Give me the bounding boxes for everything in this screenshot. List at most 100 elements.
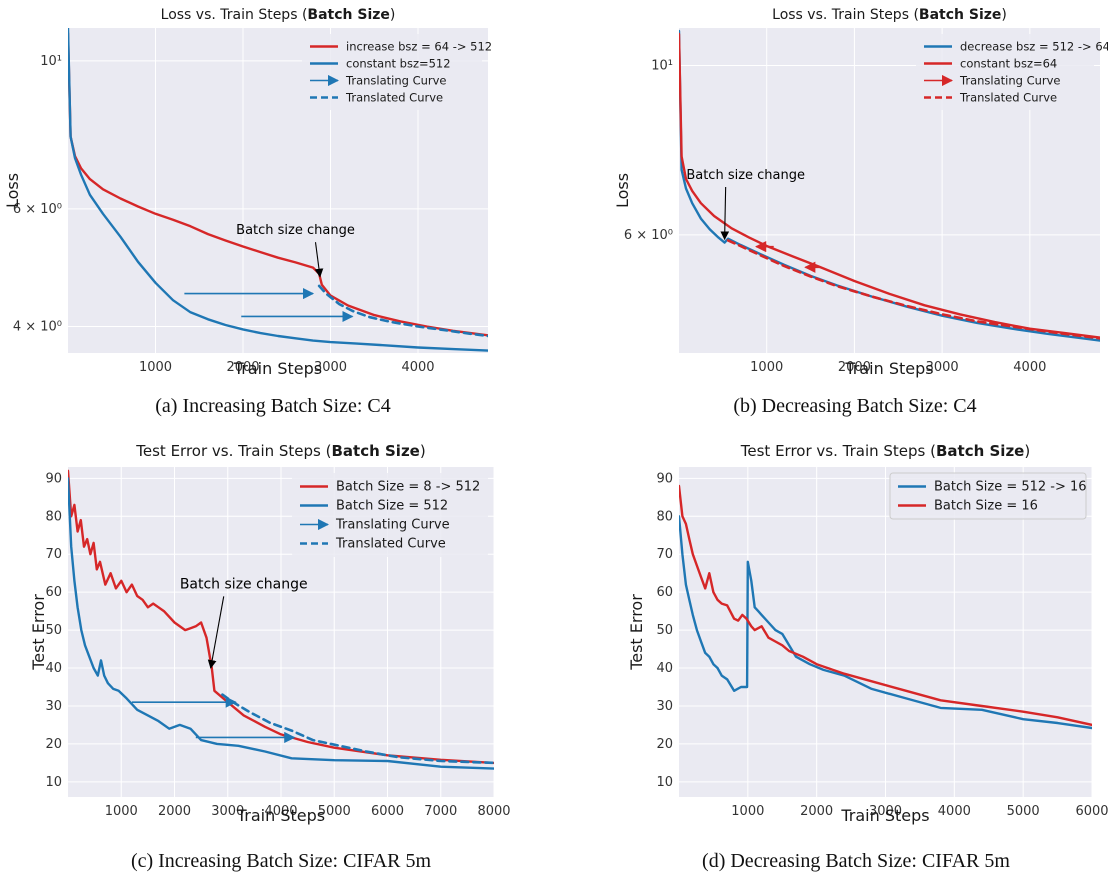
annotation-text: Batch size change: [686, 168, 805, 183]
x-tick-label: 7000: [424, 804, 457, 819]
y-tick-label: 80: [656, 509, 673, 524]
x-tick-label: 1000: [105, 804, 138, 819]
y-tick-label: 70: [45, 547, 62, 562]
series-line-solid: [68, 477, 494, 770]
caption-b: (b) Decreasing Batch Size: C4: [733, 395, 976, 417]
y-tick-label: 30: [45, 699, 62, 714]
caption-d: (d) Decreasing Batch Size: CIFAR 5m: [702, 850, 1010, 872]
x-tick-label: 4000: [264, 804, 297, 819]
y-tick-label: 6 × 10⁰: [624, 228, 673, 243]
legend: decrease bsz = 512 -> 64 constant bsz=64 T…: [916, 34, 1108, 110]
chart-title-suffix: ): [420, 442, 426, 460]
y-axis-label: Loss: [3, 173, 22, 208]
legend-label: constant bsz=64: [960, 57, 1057, 71]
series-line-solid: [679, 32, 1100, 339]
legend-label: Translated Curve: [335, 537, 446, 552]
legend-label: Translating Curve: [345, 74, 447, 88]
y-tick-label: 70: [656, 547, 673, 562]
x-tick-label: 2000: [838, 360, 871, 375]
chart-title: Test Error vs. Train Steps (Batch Size): [135, 442, 425, 460]
legend-label: Translating Curve: [335, 518, 450, 533]
legend-label: Batch Size = 8 -> 512: [336, 480, 480, 495]
legend: Batch Size = 8 -> 512 Batch Size = 512 Tra…: [292, 473, 488, 557]
y-axis-label: Test Error: [627, 594, 646, 671]
y-tick-label: 50: [656, 623, 673, 638]
x-tick-label: 6000: [371, 804, 404, 819]
chart-title-bold: Batch Size: [307, 7, 389, 23]
y-tick-label: 4 × 10⁰: [13, 319, 62, 334]
annotation-arrow: [314, 242, 324, 278]
x-tick-label: 5000: [1007, 804, 1040, 819]
chart-title-bold: Batch Size: [331, 442, 419, 460]
series-line-solid: [679, 515, 1092, 730]
y-axis-label: Loss: [613, 173, 632, 208]
y-tick-label: 10¹: [651, 59, 673, 74]
y-tick-label: 6 × 10⁰: [13, 202, 62, 217]
x-axis-label: Train Steps: [236, 806, 325, 825]
x-tick-label: 3000: [869, 804, 902, 819]
annotation-text: Batch size change: [180, 576, 308, 592]
x-tick-label: 1000: [139, 360, 172, 375]
legend-label: increase bsz = 64 -> 512: [346, 40, 492, 54]
panel-a: 1000 2000 3000 4000 4 × 10⁰ 6 × 10⁰ 10¹ Loss vs…: [3, 7, 492, 378]
y-tick-label: 20: [45, 737, 62, 752]
y-tick-label: 60: [656, 585, 673, 600]
legend-label: Batch Size = 16: [934, 499, 1038, 514]
legend-label: Batch Size = 512 -> 16: [934, 480, 1087, 495]
caption-a: (a) Increasing Batch Size: C4: [155, 395, 390, 417]
y-tick-label: 40: [45, 661, 62, 676]
series-group: [679, 484, 1092, 730]
chart-title-prefix: Test Error vs. Train Steps (: [135, 442, 331, 460]
y-tick-label: 90: [656, 471, 673, 486]
annotation-arrow: [720, 187, 730, 241]
x-tick-label: 2000: [226, 360, 259, 375]
annotation-arrow: [207, 596, 225, 669]
legend-box: [292, 473, 488, 557]
x-tick-label: 4000: [938, 804, 971, 819]
legend-box: [302, 34, 482, 110]
chart-title-bold: Batch Size: [919, 7, 1001, 23]
legend-box: [889, 472, 1087, 520]
legend: Batch Size = 512 -> 16 Batch Size = 16: [889, 472, 1087, 520]
y-tick-label: 10¹: [40, 54, 62, 69]
x-axis-label: Train Steps: [844, 359, 933, 378]
y-tick-label: 10: [45, 775, 62, 790]
y-tick-label: 50: [45, 623, 62, 638]
x-tick-label: 8000: [477, 804, 510, 819]
chart-title: Loss vs. Train Steps (Batch Size): [161, 7, 396, 23]
y-tick-label: 10: [656, 775, 673, 790]
series-line-solid: [68, 32, 488, 337]
x-tick-label: 4000: [1013, 360, 1046, 375]
x-tick-label: 3000: [314, 360, 347, 375]
y-tick-label: 30: [656, 699, 673, 714]
caption-c: (c) Increasing Batch Size: CIFAR 5m: [131, 850, 432, 872]
y-tick-label: 80: [45, 509, 62, 524]
x-tick-label: 5000: [318, 804, 351, 819]
series-line-dashed: [726, 239, 1100, 340]
series-group: [68, 469, 494, 770]
series-line-solid: [68, 469, 494, 765]
x-tick-label: 3000: [926, 360, 959, 375]
panel-b: 1000 2000 3000 4000 6 × 10⁰ 10¹ Loss vs. Train…: [613, 7, 1108, 378]
legend: increase bsz = 64 -> 512 constant bsz=512…: [302, 34, 492, 110]
chart-title: Test Error vs. Train Steps (Batch Size): [740, 442, 1030, 460]
panel-c: 1000 2000 3000 4000 5000 6000 7000 8000 10 20 30 40…: [29, 442, 511, 825]
chart-title-suffix: ): [1001, 7, 1006, 23]
y-axis-label: Test Error: [29, 594, 48, 671]
y-tick-label: 90: [45, 471, 62, 486]
chart-title-prefix: Loss vs. Train Steps (: [772, 7, 919, 23]
chart-title-bold: Batch Size: [936, 442, 1024, 460]
legend-label: constant bsz=512: [346, 57, 451, 71]
chart-title-suffix: ): [1024, 442, 1030, 460]
y-tick-label: 20: [656, 737, 673, 752]
series-line-solid: [68, 28, 488, 352]
series-group: [68, 28, 488, 352]
legend-label: decrease bsz = 512 -> 64: [960, 40, 1108, 54]
x-tick-label: 1000: [750, 360, 783, 375]
legend-label: Batch Size = 512: [336, 499, 448, 514]
legend-box: [916, 34, 1094, 110]
series-line-solid: [679, 484, 1092, 727]
panel-d: 1000 2000 3000 4000 5000 6000 10 20 30 40 50 60 70 80…: [627, 442, 1108, 825]
x-tick-label: 2000: [800, 804, 833, 819]
chart-title-suffix: ): [390, 7, 395, 23]
